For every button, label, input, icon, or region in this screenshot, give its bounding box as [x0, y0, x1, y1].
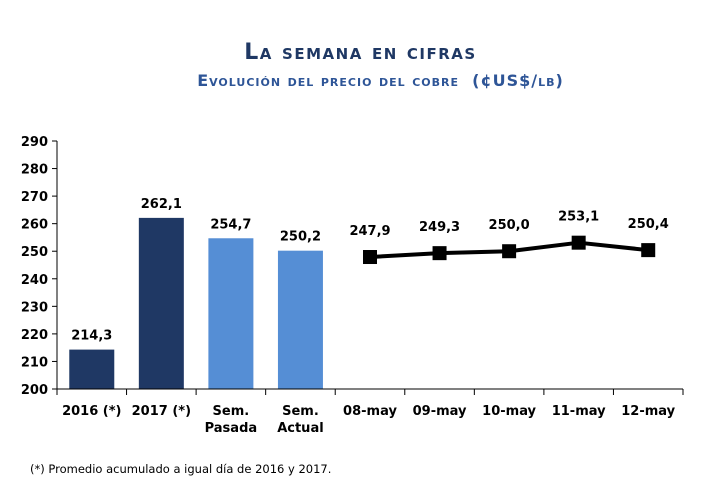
x-tick-label: 2017 (*) [132, 404, 191, 419]
line-data-label: 247,9 [349, 224, 390, 239]
y-tick-label: 240 [21, 273, 48, 288]
y-tick-label: 250 [21, 245, 48, 260]
x-tick-label: Sem. [282, 404, 319, 419]
x-tick-label: Actual [277, 421, 323, 436]
line-data-label: 250,0 [489, 218, 530, 233]
bar [138, 217, 184, 389]
y-tick-label: 270 [21, 190, 48, 205]
line-data-label: 249,3 [419, 220, 460, 235]
line-point-marker [363, 250, 377, 265]
x-tick-label: Sem. [213, 404, 250, 419]
chart-title: La semana en cifras [244, 40, 477, 65]
bar-data-label: 250,2 [280, 230, 321, 245]
y-tick-label: 290 [21, 135, 48, 150]
y-tick-label: 230 [21, 300, 48, 315]
y-tick-label: 200 [21, 383, 48, 398]
x-tick-label: 12-may [621, 404, 675, 419]
subtitle-text: Evolución del precio del cobre [197, 71, 460, 90]
x-tick-label: 2016 (*) [62, 404, 121, 419]
title-block: La semana en cifras Evolución del precio… [0, 40, 721, 90]
line-point-marker [432, 246, 447, 261]
line-point-marker [571, 235, 586, 250]
x-tick-label: Pasada [205, 421, 258, 436]
line-data-label: 253,1 [558, 210, 599, 225]
line-data-label: 250,4 [628, 217, 669, 232]
line-point-marker [502, 244, 517, 259]
bar-data-label: 214,3 [71, 329, 112, 344]
y-tick-label: 260 [21, 218, 48, 233]
y-tick-label: 280 [21, 163, 48, 178]
x-tick-label: 10-may [482, 404, 536, 419]
y-tick-label: 210 [21, 355, 48, 370]
chart-subtitle: Evolución del precio del cobre (¢US$/lb) [0, 71, 721, 90]
subtitle-unit: (¢US$/lb) [472, 71, 564, 90]
x-tick-label: 08-may [343, 404, 397, 419]
bar [208, 238, 254, 389]
bar [69, 349, 115, 389]
footnote: (*) Promedio acumulado a igual día de 20… [30, 462, 332, 476]
x-tick-label: 09-may [413, 404, 467, 419]
y-tick-label: 220 [21, 328, 48, 343]
line-point-marker [641, 243, 656, 258]
bar-data-label: 254,7 [210, 217, 251, 232]
bar [277, 250, 323, 389]
bar-data-label: 262,1 [141, 197, 182, 212]
copper-price-chart: 200 210 220 230 240 250 260 270 280 290 214,3 262,1… [21, 135, 684, 436]
x-tick-label: 11-may [552, 404, 606, 419]
